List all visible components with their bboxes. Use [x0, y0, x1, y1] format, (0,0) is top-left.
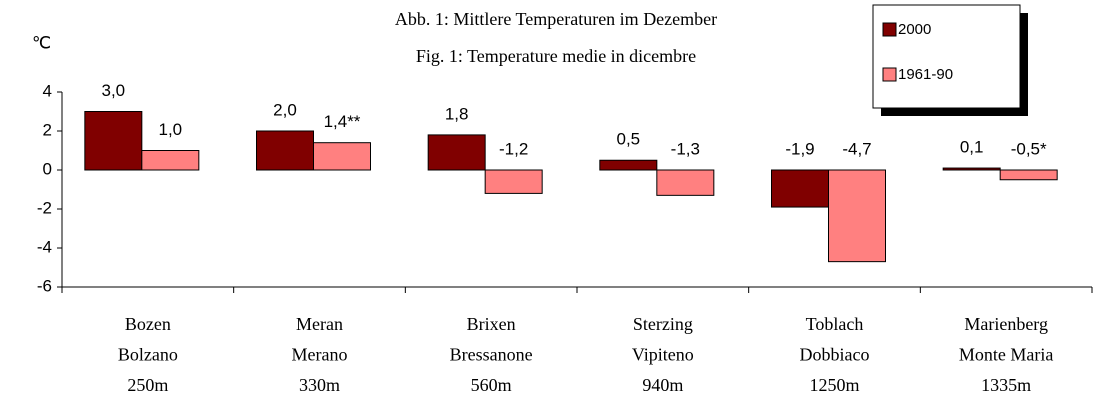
x-tick-label: Meran [296, 314, 343, 334]
x-tick-label: Marienberg [964, 314, 1048, 334]
legend-box [872, 4, 1021, 109]
bar [828, 169, 886, 263]
x-tick-label: Dobbiaco [800, 345, 870, 365]
bar [256, 130, 314, 171]
value-label: 1,0 [159, 120, 183, 139]
chart-subtitle: Fig. 1: Temperature medie in dicembre [416, 46, 696, 66]
y-tick-label: 2 [43, 120, 52, 139]
x-tick-label: 330m [299, 375, 340, 395]
x-tick-label: 1250m [809, 375, 859, 395]
bar [656, 169, 715, 196]
x-tick-label: Bolzano [118, 345, 178, 365]
bar [484, 169, 543, 194]
x-tick-label: Sterzing [633, 314, 693, 334]
value-label: -1,9 [785, 139, 814, 158]
value-label: 0,5 [617, 130, 641, 149]
legend-swatch [882, 22, 897, 37]
x-tick-label: 1335m [981, 375, 1031, 395]
bar [942, 167, 1001, 171]
bar [427, 134, 486, 171]
legend-label: 1961-90 [898, 66, 953, 83]
x-tick-label: Bressanone [450, 345, 533, 365]
bar [313, 142, 371, 171]
legend-label: 2000 [898, 21, 931, 38]
bar [84, 111, 143, 171]
x-tick-label: Brixen [467, 314, 516, 334]
x-tick-label: 250m [127, 375, 168, 395]
x-tick-label: Vipiteno [632, 345, 694, 365]
value-label: -1,2 [499, 139, 528, 158]
x-tick-label: Merano [292, 345, 348, 365]
x-tick-label: Toblach [806, 314, 864, 334]
y-tick-label: 4 [43, 81, 52, 100]
value-label: 0,1 [960, 138, 984, 157]
y-tick-label: -6 [37, 276, 52, 295]
y-axis-label: ℃ [32, 33, 51, 52]
y-tick-label: -2 [37, 198, 52, 217]
chart-title: Abb. 1: Mittlere Temperaturen im Dezembe… [395, 9, 717, 29]
x-tick-label: 940m [642, 375, 683, 395]
value-label: 2,0 [273, 100, 297, 119]
legend [872, 4, 1028, 116]
bar [599, 159, 658, 171]
bar [999, 169, 1058, 181]
x-tick-label: Bozen [125, 314, 171, 334]
x-tick-label: 560m [471, 375, 512, 395]
value-label: 3,0 [102, 81, 126, 100]
bar [141, 150, 200, 171]
value-label: -1,3 [671, 139, 700, 158]
value-label: 1,8 [445, 104, 469, 123]
x-tick-label: Monte Maria [959, 345, 1053, 365]
y-tick-label: -4 [37, 237, 52, 256]
value-label: -4,7 [842, 139, 871, 158]
legend-swatch [882, 67, 897, 82]
y-tick-label: 0 [43, 159, 52, 178]
value-label: -0,5* [1011, 139, 1047, 158]
bar [771, 169, 829, 208]
value-label: 1,4** [324, 112, 361, 131]
